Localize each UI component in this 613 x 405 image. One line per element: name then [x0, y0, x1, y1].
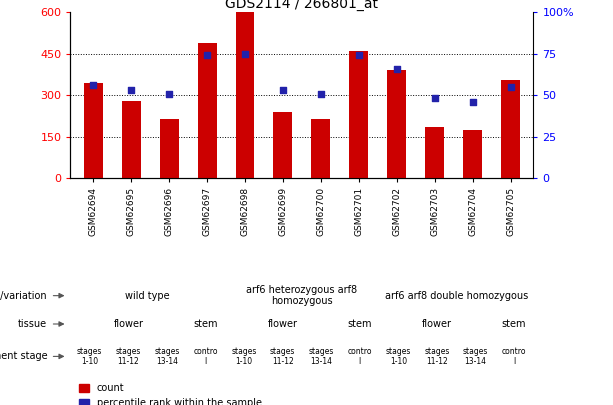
Text: stages
11-12: stages 11-12	[116, 347, 141, 366]
Text: stages
13-14: stages 13-14	[154, 347, 180, 366]
Bar	[463, 130, 482, 178]
Text: stem: stem	[193, 319, 218, 329]
Text: development stage: development stage	[0, 352, 47, 361]
Bar	[349, 51, 368, 178]
Text: arf6 heterozygous arf8
homozygous: arf6 heterozygous arf8 homozygous	[246, 285, 357, 307]
Point	[202, 52, 212, 59]
Text: flower: flower	[113, 319, 143, 329]
Bar	[235, 12, 254, 178]
Text: wild type: wild type	[125, 291, 170, 301]
Text: genotype/variation: genotype/variation	[0, 291, 47, 301]
Point	[430, 95, 440, 102]
Point	[278, 87, 288, 94]
Bar	[501, 80, 520, 178]
Legend: count, percentile rank within the sample: count, percentile rank within the sample	[75, 379, 265, 405]
Text: stages
13-14: stages 13-14	[463, 347, 488, 366]
Text: stages
13-14: stages 13-14	[308, 347, 334, 366]
Title: GDS2114 / 266801_at: GDS2114 / 266801_at	[226, 0, 378, 11]
Text: stages
1-10: stages 1-10	[77, 347, 102, 366]
Point	[88, 82, 98, 88]
Text: contro
l: contro l	[348, 347, 372, 366]
Point	[468, 98, 478, 105]
Bar	[311, 119, 330, 178]
Text: stages
1-10: stages 1-10	[231, 347, 257, 366]
Bar	[122, 101, 140, 178]
Text: tissue: tissue	[18, 319, 47, 329]
Point	[392, 65, 402, 72]
Text: flower: flower	[422, 319, 452, 329]
Text: stages
1-10: stages 1-10	[386, 347, 411, 366]
Point	[164, 90, 174, 97]
Text: contro
l: contro l	[193, 347, 218, 366]
Text: contro
l: contro l	[502, 347, 527, 366]
Point	[506, 84, 516, 90]
Text: flower: flower	[268, 319, 298, 329]
Point	[316, 90, 326, 97]
Bar	[197, 43, 216, 178]
Bar	[387, 70, 406, 178]
Text: stem: stem	[502, 319, 527, 329]
Point	[126, 87, 136, 94]
Text: stages
11-12: stages 11-12	[270, 347, 295, 366]
Bar	[84, 83, 103, 178]
Point	[354, 52, 364, 59]
Text: arf6 arf8 double homozygous: arf6 arf8 double homozygous	[384, 291, 528, 301]
Text: stages
11-12: stages 11-12	[424, 347, 449, 366]
Point	[240, 51, 250, 57]
Bar	[273, 112, 292, 178]
Text: stem: stem	[348, 319, 372, 329]
Bar	[159, 119, 178, 178]
Bar	[425, 127, 444, 178]
